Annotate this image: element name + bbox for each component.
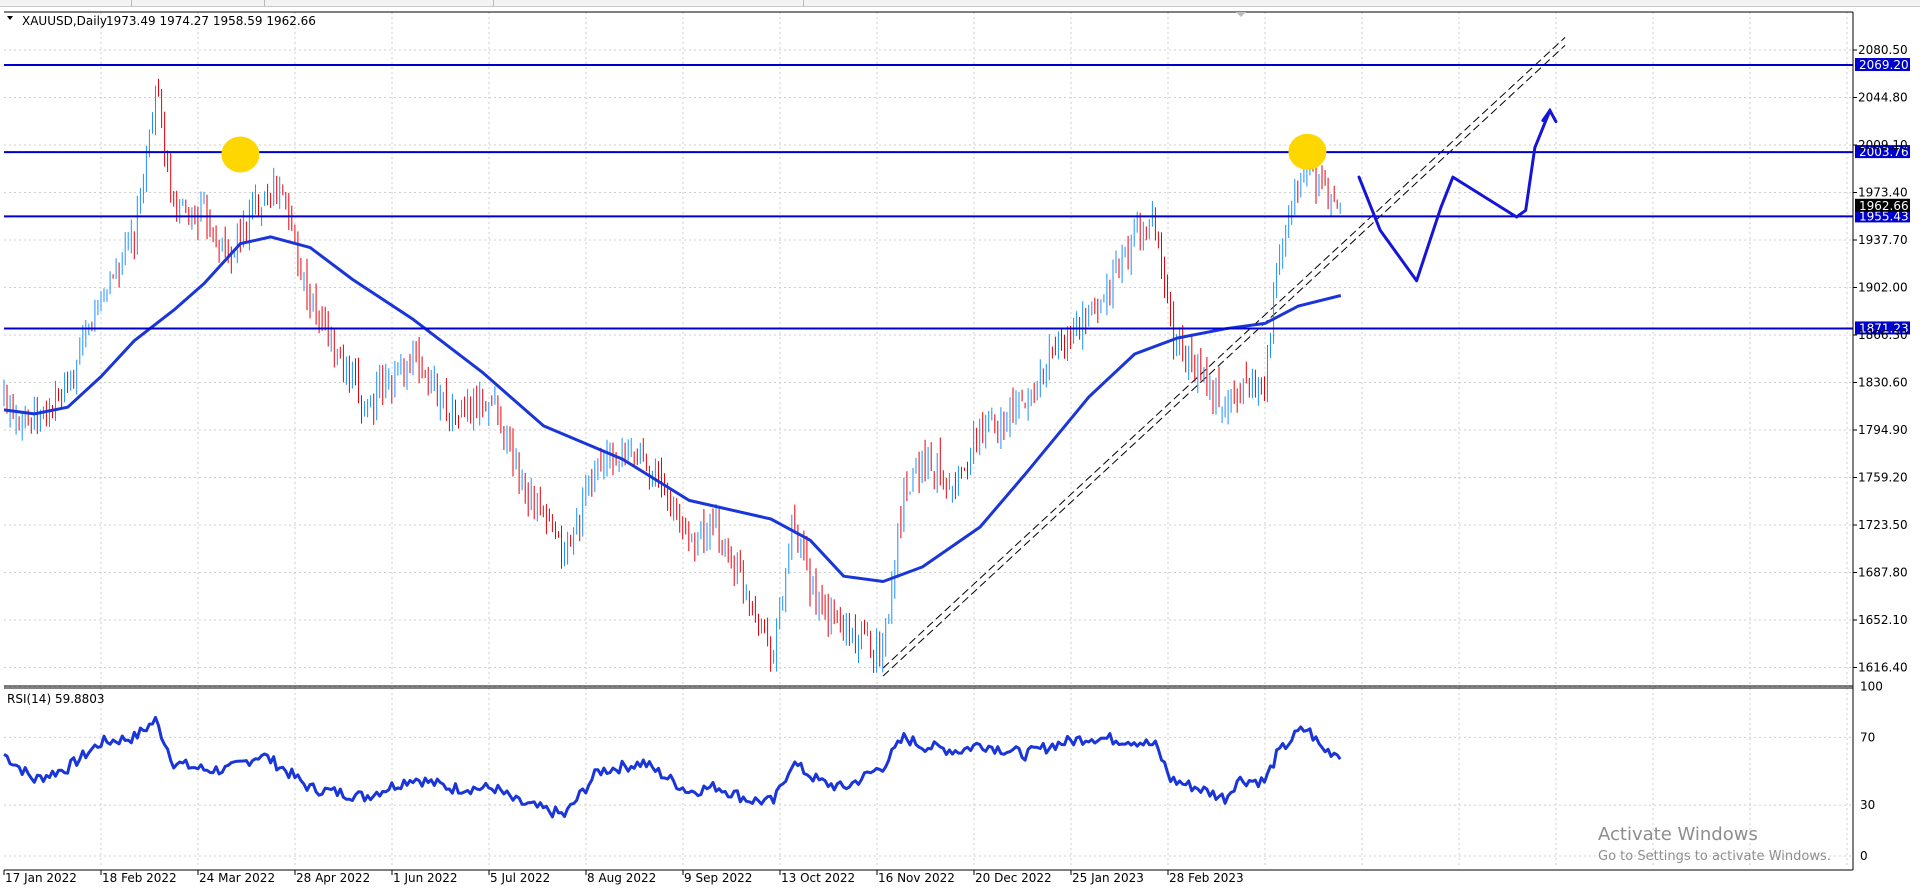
highlight-circle	[221, 136, 260, 173]
tab-divider	[131, 0, 132, 6]
date-tick-label: 9 Sep 2022	[684, 871, 752, 885]
price-tick-label: 1723.50	[1858, 518, 1908, 532]
date-tick-label: 13 Oct 2022	[781, 871, 855, 885]
price-tick-label: 2044.80	[1858, 91, 1908, 105]
level-price-tag	[1855, 145, 1910, 159]
rsi-label: RSI(14) 59.8803	[7, 692, 105, 706]
shift-marker-icon[interactable]	[1236, 12, 1246, 17]
projection-path[interactable]	[1357, 109, 1552, 283]
level-price-label: 2003.76	[1859, 145, 1909, 159]
watermark-title: Activate Windows	[1598, 824, 1758, 845]
rsi-tick-label: 100	[1860, 680, 1883, 694]
level-price-label: 1955.43	[1859, 209, 1909, 223]
current-price-label: 1962.66	[1859, 199, 1909, 213]
rsi-line	[3, 715, 1342, 819]
candlesticks	[3, 78, 1341, 673]
chart-frame	[4, 11, 1854, 871]
price-tick-label: 1937.70	[1858, 233, 1908, 247]
level-price-tag	[1855, 209, 1910, 223]
arrow-head-icon	[1541, 107, 1558, 123]
price-tick-label: 1973.40	[1858, 186, 1908, 200]
moving-average-path	[3, 235, 1342, 583]
ohlc-values: 1973.49 1974.27 1958.59 1962.66	[106, 14, 316, 28]
axes: 2080.50 2044.80 2009.10 1973.40 1937.70 1902.…	[3, 43, 1908, 885]
horizontal-levels: 2069.20 2003.76 1955.43 1871.23 1962.66	[4, 58, 1910, 335]
tab-divider	[803, 0, 804, 6]
level-price-label: 1871.23	[1859, 321, 1909, 335]
rsi-tick-label: 30	[1860, 798, 1875, 812]
date-tick-label: 1 Jun 2022	[393, 871, 458, 885]
level-price-tag	[1855, 321, 1910, 335]
highlight-circle	[1288, 133, 1327, 170]
rsi-panel	[3, 715, 1342, 819]
trend-channel	[882, 36, 1566, 677]
moving-average-line	[3, 235, 1342, 583]
date-tick-label: 28 Apr 2022	[296, 871, 370, 885]
date-tick-label: 24 Mar 2022	[199, 871, 275, 885]
price-tick-label: 1794.90	[1858, 423, 1908, 437]
rsi-tick-label: 70	[1860, 730, 1875, 744]
level-price-label: 2069.20	[1859, 58, 1909, 72]
price-tick-label: 2009.10	[1858, 138, 1908, 152]
price-tick-label: 1687.80	[1858, 566, 1908, 580]
price-tick-label: 2080.50	[1858, 43, 1908, 57]
chart-header: XAUUSD,Daily 1973.49 1974.27 1958.59 196…	[7, 14, 316, 28]
date-tick-label: 18 Feb 2022	[102, 871, 177, 885]
date-tick-label: 16 Nov 2022	[878, 871, 955, 885]
price-tick-label: 1902.00	[1858, 281, 1908, 295]
date-tick-label: 8 Aug 2022	[587, 871, 656, 885]
rsi-tick-label: 0	[1860, 849, 1868, 863]
price-tick-label: 1652.10	[1858, 613, 1908, 627]
symbol-label: XAUUSD,Daily	[22, 14, 107, 28]
date-tick-label: 20 Dec 2022	[975, 871, 1052, 885]
tab-divider	[493, 0, 494, 6]
price-tick-label: 1830.60	[1858, 376, 1908, 390]
date-tick-label: 17 Jan 2022	[5, 871, 77, 885]
chart-tab-strip[interactable]	[0, 0, 1920, 7]
date-tick-label: 5 Jul 2022	[490, 871, 550, 885]
symbol-menu-arrow-icon[interactable]	[7, 16, 13, 20]
channel-line	[882, 36, 1566, 669]
chart-grid	[4, 12, 1853, 865]
channel-line	[882, 44, 1566, 677]
current-price-tag	[1855, 198, 1910, 212]
annotations	[221, 107, 1558, 283]
date-tick-label: 28 Feb 2023	[1169, 871, 1244, 885]
date-tick-label: 25 Jan 2023	[1072, 871, 1144, 885]
price-tick-label: 1866.30	[1858, 328, 1908, 342]
level-price-tag	[1855, 58, 1910, 72]
price-tick-label: 1759.20	[1858, 471, 1908, 485]
tab-divider	[264, 0, 265, 6]
price-tick-label: 1616.40	[1858, 661, 1908, 675]
watermark-subtitle: Go to Settings to activate Windows.	[1598, 849, 1831, 864]
